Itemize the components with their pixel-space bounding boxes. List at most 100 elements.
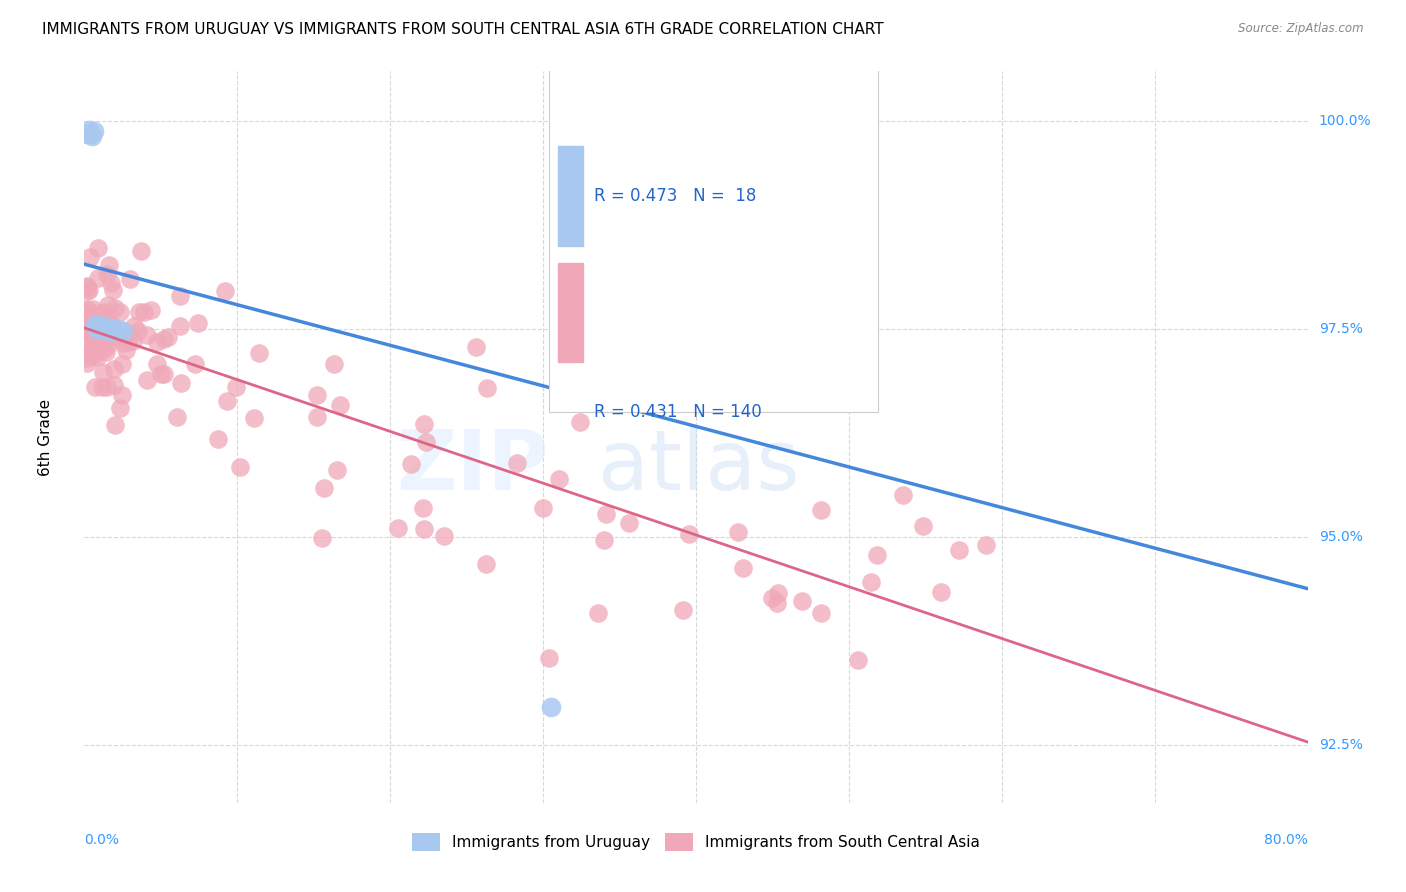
Point — [111, 324, 134, 338]
Point — [464, 340, 486, 354]
Point — [100, 276, 122, 290]
Point — [86, 322, 108, 336]
Point — [115, 343, 138, 357]
Text: Source: ZipAtlas.com: Source: ZipAtlas.com — [1239, 22, 1364, 36]
Point — [86, 350, 108, 364]
Point — [929, 585, 952, 599]
Point — [568, 416, 591, 430]
Point — [84, 318, 107, 332]
Point — [112, 328, 135, 343]
Point — [564, 368, 586, 383]
Point — [96, 307, 118, 321]
Point — [90, 380, 112, 394]
Point — [108, 401, 131, 416]
Point — [97, 258, 120, 272]
Point — [107, 331, 129, 345]
Point — [846, 653, 869, 667]
Point — [77, 283, 100, 297]
Point — [84, 380, 107, 394]
Point — [136, 328, 159, 343]
Point — [104, 324, 127, 338]
Point — [101, 318, 124, 332]
Point — [76, 279, 98, 293]
Point — [122, 319, 145, 334]
Point — [104, 301, 127, 315]
Point — [401, 458, 423, 472]
Text: 92.5%: 92.5% — [1319, 738, 1362, 752]
Point — [103, 378, 125, 392]
Point — [475, 381, 498, 395]
Point — [326, 463, 349, 477]
Point — [792, 594, 814, 608]
Point — [103, 283, 125, 297]
Point — [169, 319, 191, 334]
Text: 95.0%: 95.0% — [1319, 530, 1362, 544]
Point — [187, 316, 209, 330]
Point — [87, 310, 110, 325]
Point — [415, 435, 437, 450]
Legend: Immigrants from Uruguay, Immigrants from South Central Asia: Immigrants from Uruguay, Immigrants from… — [406, 827, 986, 857]
Point — [207, 432, 229, 446]
Point — [595, 507, 617, 521]
Point — [135, 373, 157, 387]
Point — [77, 346, 100, 360]
Point — [76, 356, 98, 370]
Point — [87, 318, 110, 332]
Point — [145, 334, 167, 349]
Point — [80, 310, 103, 325]
Point — [588, 606, 610, 620]
Point — [111, 357, 134, 371]
Point — [678, 526, 700, 541]
Text: 6th Grade: 6th Grade — [38, 399, 52, 475]
Point — [810, 502, 832, 516]
Point — [127, 324, 149, 338]
Point — [97, 297, 120, 311]
Point — [146, 357, 169, 371]
Point — [87, 270, 110, 285]
Point — [89, 322, 111, 336]
Point — [91, 312, 114, 326]
Point — [77, 323, 100, 337]
Point — [229, 460, 252, 475]
Point — [83, 124, 105, 138]
Point — [82, 327, 104, 342]
Point — [91, 322, 114, 336]
Point — [531, 500, 554, 515]
Point — [153, 367, 176, 381]
Text: R = 0.473   N =  18: R = 0.473 N = 18 — [593, 187, 756, 205]
Point — [79, 341, 101, 355]
Point — [311, 531, 333, 545]
Point — [538, 651, 561, 665]
Point — [77, 122, 100, 136]
Point — [76, 285, 98, 299]
Point — [93, 343, 115, 357]
Point — [765, 596, 787, 610]
Point — [117, 326, 139, 340]
Point — [307, 388, 329, 402]
Point — [84, 316, 107, 330]
Point — [90, 312, 112, 326]
Point — [153, 333, 176, 347]
Point — [103, 362, 125, 376]
Point — [128, 305, 150, 319]
Point — [79, 250, 101, 264]
Point — [150, 367, 173, 381]
Point — [101, 322, 124, 336]
Text: 97.5%: 97.5% — [1319, 322, 1362, 336]
Point — [329, 398, 352, 412]
Text: atlas: atlas — [598, 425, 800, 507]
Point — [104, 418, 127, 433]
Point — [475, 557, 498, 571]
Point — [671, 603, 693, 617]
Point — [387, 520, 409, 534]
Point — [79, 127, 101, 141]
Point — [731, 561, 754, 575]
Point — [87, 241, 110, 255]
Point — [619, 516, 641, 531]
Point — [89, 306, 111, 320]
Bar — [558, 262, 583, 362]
Point — [80, 129, 103, 144]
Text: IMMIGRANTS FROM URUGUAY VS IMMIGRANTS FROM SOUTH CENTRAL ASIA 6TH GRADE CORRELAT: IMMIGRANTS FROM URUGUAY VS IMMIGRANTS FR… — [42, 22, 884, 37]
Point — [761, 591, 783, 605]
Text: R = 0.431   N = 140: R = 0.431 N = 140 — [593, 403, 761, 421]
